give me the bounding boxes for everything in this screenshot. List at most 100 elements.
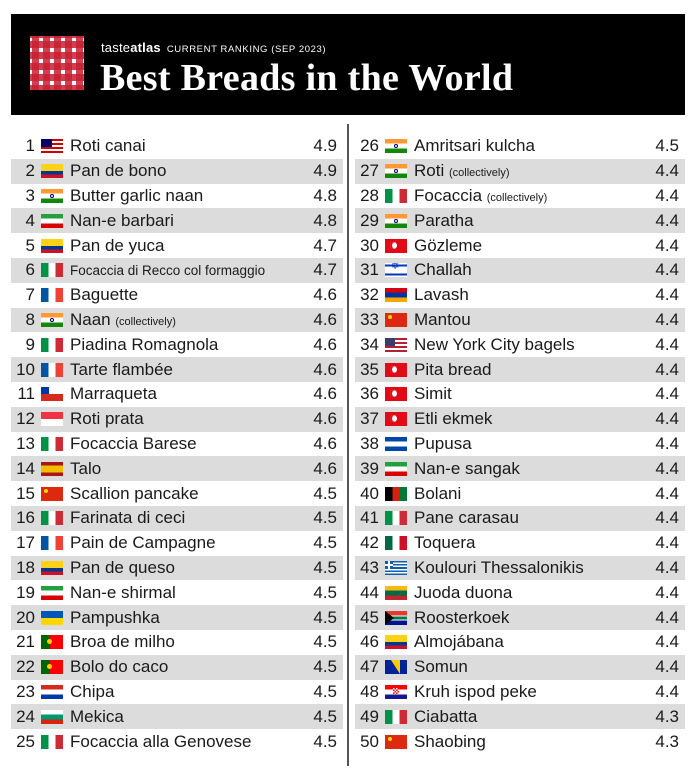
ranking-subtitle: CURRENT RANKING (SEP 2023) — [166, 44, 327, 55]
rating-score: 4.5 — [313, 731, 337, 751]
bread-name: Focaccia Barese — [70, 434, 301, 454]
flag-cn-icon — [385, 734, 407, 749]
rating-score: 4.5 — [313, 483, 337, 503]
ranking-row: 25 Focaccia alla Genovese 4.5 — [11, 729, 343, 754]
rank-number: 17 — [16, 533, 35, 553]
rating-score: 4.4 — [655, 334, 679, 354]
rank-number: 9 — [25, 334, 35, 354]
flag-ir-icon — [385, 461, 407, 476]
bread-name-text: Bolani — [414, 483, 462, 503]
ranking-row: 7 Baguette 4.6 — [11, 283, 343, 308]
rating-score: 4.3 — [655, 706, 679, 726]
rating-score: 4.5 — [655, 136, 679, 156]
rank-number: 30 — [360, 235, 379, 255]
rank-number: 7 — [25, 285, 35, 305]
bread-name-note: (collectively) — [115, 315, 176, 328]
bread-name-text: Talo — [70, 458, 102, 478]
rating-score: 4.6 — [313, 359, 337, 379]
rating-score: 4.5 — [313, 582, 337, 602]
flag-pt-icon — [41, 635, 63, 650]
bread-name-text: Roti prata — [70, 409, 144, 429]
rating-score: 4.5 — [313, 533, 337, 553]
rank-number: 6 — [25, 260, 35, 280]
rank-number: 38 — [360, 433, 379, 453]
rank-number: 12 — [16, 409, 35, 429]
rating-score: 4.6 — [313, 285, 337, 305]
ranking-row: 50 Shaobing 4.3 — [355, 729, 685, 754]
rank-number: 23 — [16, 681, 35, 701]
bread-name-text: Nan-e shirmal — [70, 582, 176, 602]
bread-name: Pita bread — [414, 360, 643, 380]
bread-name-text: Marraqueta — [70, 384, 157, 404]
ranking-row: 18 Pan de queso 4.5 — [11, 555, 343, 581]
flag-tr-icon — [385, 238, 407, 253]
flag-my-icon — [41, 139, 63, 154]
brand-line: tasteatlas CURRENT RANKING (SEP 2023) — [101, 37, 326, 56]
bread-name-text: Focaccia Barese — [70, 433, 197, 453]
bread-name-text: Butter garlic naan — [70, 185, 204, 205]
ranking-row: 10 Tarte flambée 4.6 — [11, 357, 343, 382]
ranking-row: 39 Nan-e sangak 4.4 — [355, 456, 685, 482]
ranking-row: 32 Lavash 4.4 — [355, 283, 685, 308]
bread-name: Focaccia (collectively) — [414, 186, 643, 206]
bread-name: Roosterkoek — [414, 608, 643, 628]
flag-hr-icon — [385, 684, 407, 699]
bread-name-text: Pita bread — [414, 359, 492, 379]
rank-number: 18 — [16, 557, 35, 577]
bread-name: Ciabatta — [414, 707, 643, 727]
bread-name: Pan de bono — [70, 161, 301, 181]
rating-score: 4.4 — [655, 607, 679, 627]
bread-name: Focaccia di Recco col formaggio — [70, 263, 301, 278]
rating-score: 4.5 — [313, 681, 337, 701]
rank-number: 1 — [25, 136, 35, 156]
ranking-row: 17 Pain de Campagne 4.5 — [11, 531, 343, 556]
rating-score: 4.5 — [313, 657, 337, 677]
rating-score: 4.4 — [655, 533, 679, 553]
flag-ir-icon — [41, 585, 63, 600]
rating-score: 4.4 — [655, 210, 679, 230]
flag-it-icon — [41, 734, 63, 749]
rank-number: 29 — [360, 210, 379, 230]
bread-name: Bolani — [414, 484, 643, 504]
bread-name-text: Almojábana — [414, 632, 504, 652]
ranking-row: 48 Kruh ispod peke 4.4 — [355, 680, 685, 705]
rank-number: 32 — [360, 285, 379, 305]
rank-number: 10 — [16, 359, 35, 379]
ranking-row: 33 Mantou 4.4 — [355, 307, 685, 333]
bread-name-text: Bolo do caco — [70, 657, 169, 677]
bread-name: Somun — [414, 657, 643, 677]
rating-score: 4.4 — [655, 185, 679, 205]
bread-name-text: Pane carasau — [414, 508, 519, 528]
rank-number: 5 — [25, 235, 35, 255]
rating-score: 4.5 — [313, 508, 337, 528]
tasteatlas-logo-icon — [30, 36, 84, 90]
ranking-row: 47 Somun 4.4 — [355, 654, 685, 680]
bread-name-text: Kruh ispod peke — [414, 681, 537, 701]
header-banner: tasteatlas CURRENT RANKING (SEP 2023) Bes… — [11, 14, 685, 115]
ranking-row: 3 Butter garlic naan 4.8 — [11, 184, 343, 209]
rank-number: 31 — [360, 260, 379, 280]
bread-name: Simit — [414, 384, 643, 404]
rank-number: 25 — [16, 731, 35, 751]
bread-name-text: Paratha — [414, 210, 474, 230]
rating-score: 4.4 — [655, 681, 679, 701]
bread-name-text: Mantou — [414, 309, 471, 329]
bread-name: Shaobing — [414, 732, 643, 752]
flag-cn-icon — [41, 486, 63, 501]
rating-score: 4.4 — [655, 557, 679, 577]
bread-name-text: Nan-e barbari — [70, 210, 174, 230]
rank-number: 4 — [25, 210, 35, 230]
page-title: Best Breads in the World — [100, 57, 514, 99]
rating-score: 4.5 — [313, 632, 337, 652]
rank-number: 26 — [360, 136, 379, 156]
bread-name: Naan (collectively) — [70, 310, 301, 330]
flag-ir-icon — [41, 213, 63, 228]
ranking-row: 19 Nan-e shirmal 4.5 — [11, 580, 343, 605]
rating-score: 4.8 — [313, 210, 337, 230]
rating-score: 4.9 — [313, 136, 337, 156]
bread-name: Gözleme — [414, 236, 643, 256]
ranking-row: 30 Gözleme 4.4 — [355, 233, 685, 258]
ranking-row: 35 Pita bread 4.4 — [355, 357, 685, 382]
rating-score: 4.4 — [655, 309, 679, 329]
rating-score: 4.4 — [655, 409, 679, 429]
